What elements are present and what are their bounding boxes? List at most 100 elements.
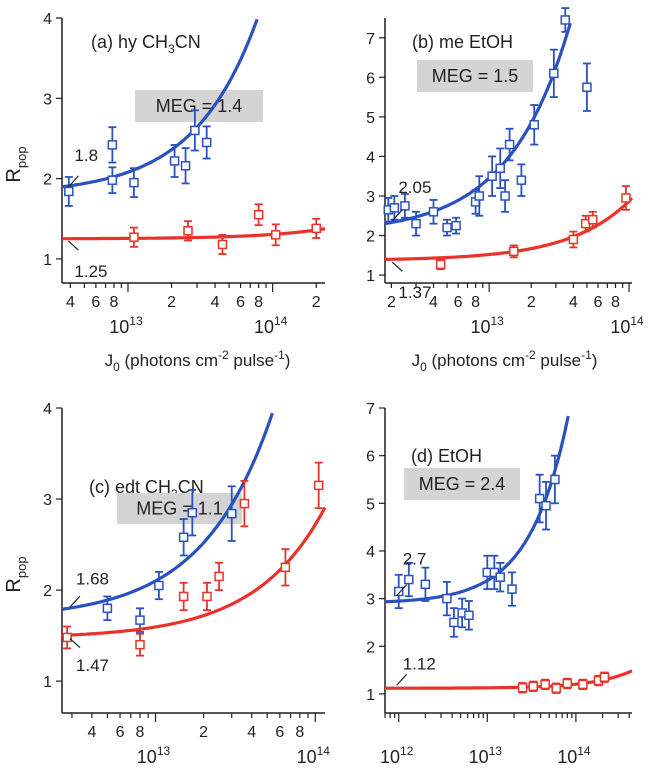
data-point — [517, 682, 528, 694]
data-point — [489, 554, 500, 590]
marker — [178, 532, 189, 543]
x-tick-label: 6 — [91, 294, 100, 311]
data-point — [621, 185, 631, 211]
data-point — [107, 126, 118, 164]
annotation-label: 2.05 — [398, 178, 431, 197]
annotation-leader — [396, 584, 408, 597]
x-decade-label: 1013 — [109, 314, 143, 337]
marker — [551, 683, 561, 693]
data-point — [400, 193, 410, 219]
y-tick-label: 3 — [366, 592, 375, 609]
panel-c: 1234468246810131014J0 (photons cm-2 puls… — [3, 401, 330, 767]
data-point — [593, 674, 604, 687]
meg-label: MEG = 1.1 — [136, 499, 223, 519]
x-decade-label: 1014 — [610, 314, 644, 337]
annotation-label: 1.12 — [403, 655, 436, 674]
marker — [540, 679, 550, 690]
marker — [464, 610, 474, 621]
meg-box — [404, 468, 520, 500]
data-point — [313, 461, 324, 510]
marker — [102, 603, 113, 614]
data-point — [129, 167, 139, 198]
marker — [509, 246, 519, 257]
annotation-leader — [67, 240, 79, 251]
data-point — [562, 677, 573, 690]
y-tick-label: 1 — [43, 674, 52, 691]
fit-curve — [384, 415, 570, 604]
marker — [411, 218, 421, 229]
data-point — [253, 203, 264, 227]
marker — [428, 207, 439, 217]
y-tick-label: 4 — [43, 11, 52, 28]
marker — [451, 220, 461, 231]
marker — [201, 137, 212, 148]
marker — [560, 15, 571, 25]
data-point — [550, 454, 560, 505]
x-tick-label: 6 — [454, 294, 463, 311]
y-tick-label: 3 — [366, 189, 375, 206]
annotation-label: 1.47 — [76, 656, 109, 675]
data-point — [500, 179, 510, 213]
data-point — [180, 147, 191, 185]
y-tick-label: 2 — [366, 639, 375, 656]
data-point — [183, 220, 193, 242]
marker — [420, 579, 431, 590]
x-tick-label: 2 — [199, 724, 208, 741]
annotation-leader — [69, 638, 81, 649]
y-tick-label: 3 — [43, 492, 52, 509]
marker — [183, 226, 193, 236]
y-tick-label: 5 — [366, 110, 375, 127]
data-point — [217, 233, 228, 255]
data-point — [129, 226, 139, 248]
series-red — [385, 185, 634, 271]
x-decade-label: 1014 — [254, 314, 288, 337]
marker — [313, 480, 324, 491]
data-point — [280, 548, 291, 587]
data-point — [135, 632, 145, 657]
marker — [442, 222, 452, 233]
panel-title: (d) EtOH — [411, 446, 482, 466]
y-tick-label: 1 — [366, 268, 375, 285]
data-point — [495, 561, 505, 593]
annotation-leader — [396, 673, 408, 686]
series-blue — [384, 415, 570, 638]
data-point — [270, 223, 281, 247]
y-tick-label: 4 — [366, 544, 375, 561]
y-tick-label: 2 — [43, 172, 52, 189]
data-point — [435, 258, 446, 271]
data-point — [528, 680, 538, 692]
meg-box — [417, 60, 533, 92]
data-point — [169, 143, 180, 178]
x-tick-label: 8 — [109, 294, 118, 311]
series-red — [385, 669, 633, 694]
data-point — [464, 600, 474, 631]
data-point — [62, 625, 72, 650]
x-tick-label: 8 — [295, 724, 304, 741]
y-tick-label: 1 — [43, 252, 52, 269]
annotation-label: 2.7 — [403, 550, 427, 569]
marker — [517, 682, 528, 693]
x-tick-label: 2 — [167, 294, 176, 311]
marker — [180, 161, 191, 171]
data-point — [487, 155, 497, 197]
y-tick-label: 4 — [43, 401, 52, 418]
x-tick-label: 4 — [211, 294, 220, 311]
marker — [129, 232, 139, 242]
marker — [587, 214, 598, 225]
data-point — [411, 210, 421, 237]
marker — [529, 120, 539, 130]
marker — [311, 223, 321, 234]
data-point — [541, 480, 551, 531]
data-point — [587, 210, 598, 229]
panel-title: (b) me EtOH — [412, 32, 513, 52]
marker — [107, 140, 118, 150]
marker — [239, 498, 250, 509]
data-point — [551, 682, 561, 694]
y-tick-label: 6 — [366, 449, 375, 466]
marker — [135, 639, 145, 650]
x-tick-label: 8 — [471, 294, 480, 311]
marker — [129, 177, 139, 188]
data-point — [178, 581, 189, 612]
marker — [474, 191, 485, 201]
